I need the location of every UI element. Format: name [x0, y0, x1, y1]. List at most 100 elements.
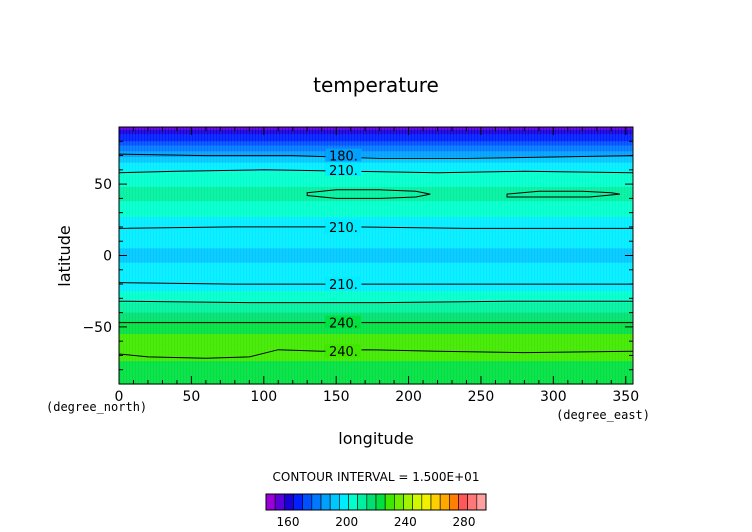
contour-line [506, 190, 621, 198]
heat-band [119, 362, 633, 365]
heat-band [119, 319, 633, 322]
colorbar-frame [265, 493, 487, 511]
heat-band [119, 158, 633, 161]
heat-band [119, 372, 633, 375]
heat-band [119, 274, 633, 277]
heat-band [119, 239, 633, 242]
colorbar-swatch [449, 493, 459, 511]
heat-band [119, 141, 633, 144]
colorbar-tick-label: 200 [335, 515, 358, 529]
heat-band [119, 309, 633, 312]
x-tick-label: 200 [395, 389, 422, 405]
heat-band [119, 182, 633, 185]
x-tick-label: 300 [540, 389, 567, 405]
heat-band [119, 172, 633, 175]
heat-band [119, 248, 633, 251]
colorbar-swatch [302, 493, 313, 511]
colorbar-swatch [375, 493, 386, 511]
colorbar-swatch [320, 493, 331, 511]
heat-band [119, 127, 633, 130]
heat-band [119, 246, 633, 249]
y-tick-label: −50 [82, 320, 112, 336]
heat-band [119, 244, 633, 247]
heat-band [119, 231, 633, 234]
heat-band [119, 221, 633, 224]
colorbar-swatch [348, 493, 358, 511]
heat-band [119, 208, 633, 211]
colorbar-swatch [412, 493, 423, 511]
heat-band [119, 315, 633, 318]
heat-band [119, 249, 633, 252]
heat-band [119, 314, 633, 317]
plot-texture [121, 127, 633, 384]
heat-band [119, 186, 633, 189]
heat-band [119, 365, 633, 368]
heat-band [119, 234, 633, 237]
x-axis-label: longitude [338, 429, 413, 448]
heat-band [119, 324, 633, 327]
heat-band [119, 194, 633, 197]
heat-band [119, 216, 633, 219]
heat-band [119, 378, 633, 381]
contour-label-bg [325, 148, 362, 162]
heat-band [119, 348, 633, 351]
colorbar-swatch [394, 493, 404, 511]
heat-band [119, 236, 633, 239]
heat-band [119, 214, 633, 217]
heat-band [119, 288, 633, 291]
heat-band [119, 286, 633, 289]
contour-label-bg [325, 277, 362, 291]
heat-band [119, 168, 633, 171]
heat-band [119, 354, 633, 357]
heat-band [119, 272, 633, 275]
heat-band [119, 256, 633, 259]
colorbar-swatch [329, 493, 340, 511]
heat-band [119, 311, 633, 314]
colorbar-swatch [403, 493, 413, 511]
heat-band [119, 322, 633, 325]
heat-band [119, 131, 633, 134]
heat-band [119, 232, 633, 235]
contour-line [118, 349, 634, 359]
heat-band [119, 235, 633, 238]
heat-band [119, 174, 633, 177]
contour-label: 210. [329, 278, 358, 293]
chart-title: temperature [313, 73, 439, 97]
heat-band [119, 351, 633, 354]
heat-band [119, 328, 633, 331]
x-tick-label: 100 [250, 389, 277, 405]
heat-band [119, 164, 633, 167]
heat-band [119, 285, 633, 288]
heat-band [119, 225, 633, 228]
heat-band [119, 355, 633, 358]
colorbar-swatch [439, 493, 450, 511]
heat-band [119, 142, 633, 145]
plot-area [119, 127, 633, 385]
heat-band [119, 368, 633, 371]
heat-band [119, 271, 633, 274]
y-tick-label: 50 [94, 177, 112, 193]
heat-band [119, 379, 633, 382]
contour-label: 210. [329, 164, 358, 179]
heat-band [119, 145, 633, 148]
x-tick-label: 350 [612, 389, 639, 405]
heat-band [119, 369, 633, 372]
colorbar-swatch [430, 493, 441, 511]
heat-band [119, 245, 633, 248]
heat-band [119, 292, 633, 295]
heat-band [119, 195, 633, 198]
heat-band [119, 329, 633, 332]
heat-band [119, 202, 633, 205]
heat-band [119, 176, 633, 179]
x-tick-label: 250 [468, 389, 495, 405]
heat-band [119, 342, 633, 345]
heat-band [119, 318, 633, 321]
colorbar-swatch [467, 493, 478, 511]
heat-band [119, 296, 633, 299]
heat-band [119, 154, 633, 157]
heat-band [119, 219, 633, 222]
heat-band [119, 268, 633, 271]
heat-band [119, 358, 633, 361]
heat-band [119, 316, 633, 319]
contour-label-bg [325, 344, 362, 358]
